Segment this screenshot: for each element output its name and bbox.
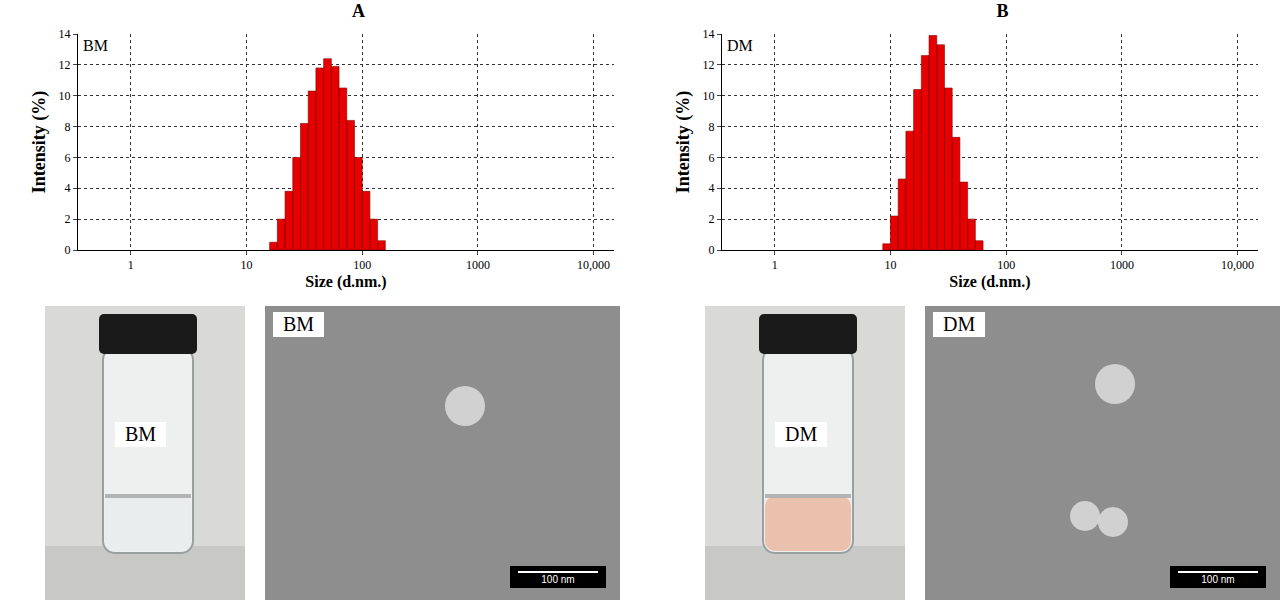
svg-text:DM: DM: [727, 37, 753, 54]
svg-text:2: 2: [709, 212, 715, 226]
svg-text:12: 12: [59, 58, 71, 72]
svg-text:1000: 1000: [466, 258, 490, 272]
svg-text:10: 10: [703, 89, 715, 103]
svg-text:100: 100: [353, 258, 371, 272]
svg-text:12: 12: [703, 58, 715, 72]
svg-text:0: 0: [709, 243, 715, 257]
svg-text:14: 14: [59, 27, 71, 41]
html-text:DM: DM: [943, 313, 976, 335]
svg-text:10: 10: [884, 258, 896, 272]
svg-text:10,000: 10,000: [577, 258, 610, 272]
html-text:100 nm: 100 nm: [541, 574, 575, 585]
svg-text:6: 6: [709, 151, 715, 165]
svg-text:1: 1: [128, 258, 134, 272]
svg-text:4: 4: [65, 181, 71, 195]
svg-text:B: B: [996, 1, 1008, 21]
svg-text:100: 100: [997, 258, 1015, 272]
svg-text:1: 1: [772, 258, 778, 272]
html-text:100 nm: 100 nm: [1201, 574, 1235, 585]
svg-text:10: 10: [59, 89, 71, 103]
html-text:BM: BM: [283, 313, 315, 335]
html-text:BM: BM: [125, 423, 157, 445]
svg-text:10: 10: [240, 258, 252, 272]
svg-text:Intensity (%): Intensity (%): [29, 91, 50, 194]
svg-text:6: 6: [65, 151, 71, 165]
html-text:DM: DM: [785, 423, 818, 445]
svg-text:10,000: 10,000: [1221, 258, 1254, 272]
svg-text:8: 8: [65, 120, 71, 134]
svg-text:0: 0: [65, 243, 71, 257]
svg-text:8: 8: [709, 120, 715, 134]
svg-text:Intensity (%): Intensity (%): [673, 91, 694, 194]
svg-text:Size (d.nm.): Size (d.nm.): [949, 273, 1030, 291]
svg-text:4: 4: [709, 181, 715, 195]
svg-text:1000: 1000: [1110, 258, 1134, 272]
svg-text:BM: BM: [83, 37, 108, 54]
svg-text:Size (d.nm.): Size (d.nm.): [305, 273, 386, 291]
svg-text:14: 14: [703, 27, 715, 41]
svg-text:2: 2: [65, 212, 71, 226]
svg-text:A: A: [352, 1, 365, 21]
